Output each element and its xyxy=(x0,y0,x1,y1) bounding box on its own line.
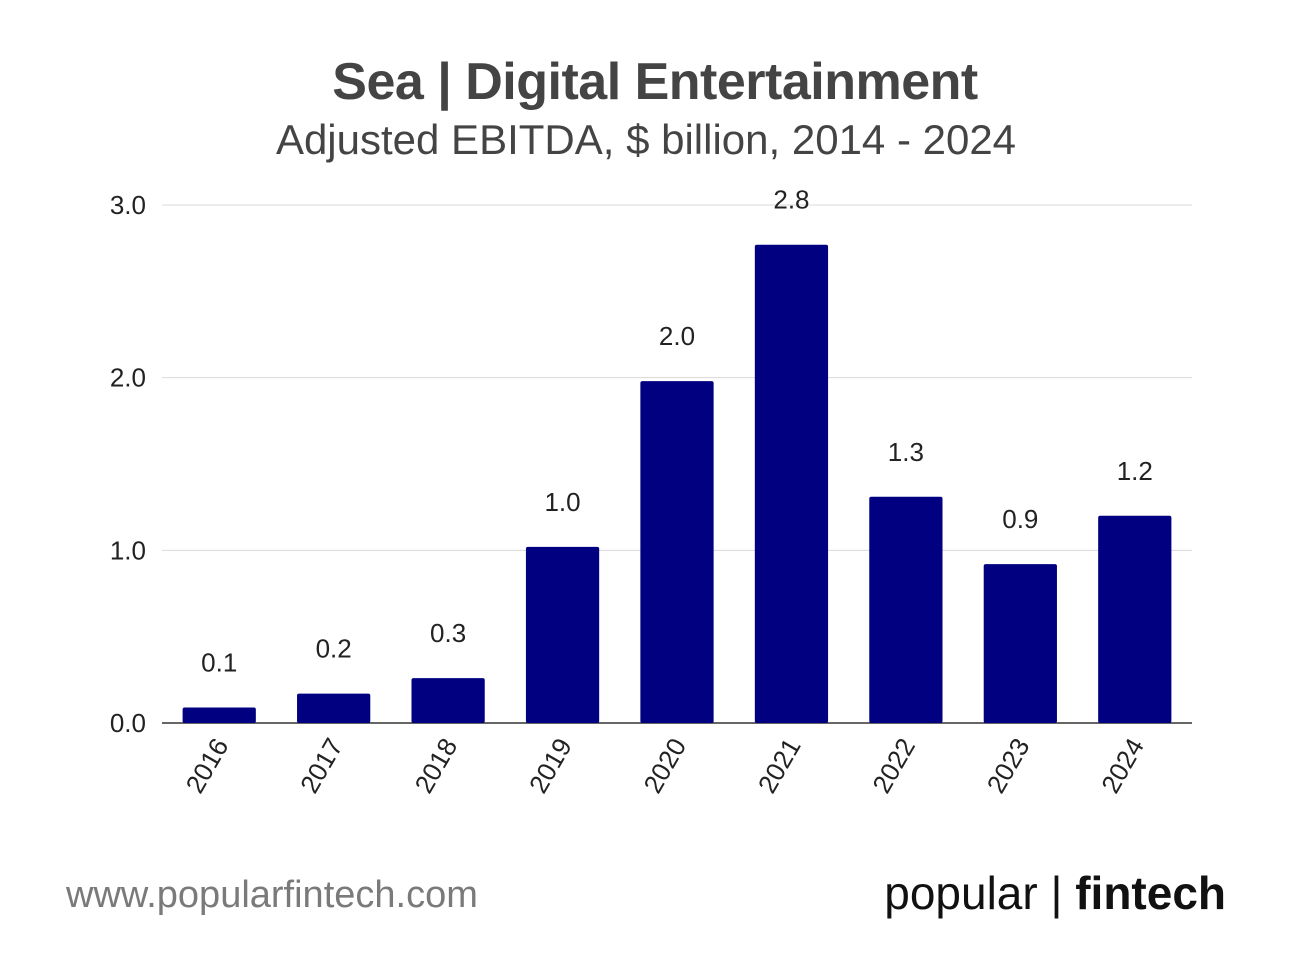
bar-2017 xyxy=(297,693,371,723)
bar-2021 xyxy=(754,244,829,724)
bar-2023 xyxy=(983,564,1057,723)
brand-right: fintech xyxy=(1075,867,1226,919)
data-label-2019: 1.0 xyxy=(544,487,580,517)
x-tick-label-2021: 2021 xyxy=(752,733,807,798)
data-label-2016: 0.1 xyxy=(201,647,237,677)
data-label-2021: 2.8 xyxy=(773,185,809,215)
bar-2016 xyxy=(182,707,256,723)
data-labels: 0.1 0.2 0.3 1.0 2.0 2.8 1.3 0.9 1.2 xyxy=(201,185,1153,678)
x-tick-label-2016: 2016 xyxy=(180,733,235,798)
data-label-2023: 0.9 xyxy=(1002,504,1038,534)
y-tick-label: 3.0 xyxy=(110,190,146,220)
x-tick-label-2017: 2017 xyxy=(294,733,349,798)
x-axis-ticks: 2016 2017 2018 2019 2020 2021 2022 2023 2024 xyxy=(180,733,1150,798)
brand-logo: popular | fintech xyxy=(884,866,1226,920)
y-axis-ticks: 0.0 1.0 2.0 3.0 xyxy=(110,190,146,738)
data-label-2018: 0.3 xyxy=(430,618,466,648)
bar-2018 xyxy=(411,678,485,723)
y-tick-label: 2.0 xyxy=(110,363,146,393)
bar-2019 xyxy=(525,546,600,723)
bar-2024 xyxy=(1098,515,1172,723)
bar-2022 xyxy=(869,496,943,723)
data-label-2022: 1.3 xyxy=(888,437,924,467)
y-tick-label: 0.0 xyxy=(110,708,146,738)
data-label-2020: 2.0 xyxy=(659,321,695,351)
footer-url: www.popularfintech.com xyxy=(66,874,478,916)
brand-left: popular | xyxy=(884,867,1076,919)
data-label-2017: 0.2 xyxy=(316,634,352,664)
x-tick-label-2018: 2018 xyxy=(408,733,463,798)
x-tick-label-2024: 2024 xyxy=(1095,733,1150,798)
bars xyxy=(182,244,1172,724)
x-tick-label-2022: 2022 xyxy=(866,733,921,798)
x-tick-label-2020: 2020 xyxy=(637,733,692,798)
y-tick-label: 1.0 xyxy=(110,535,146,565)
chart-title: Sea | Digital Entertainment xyxy=(332,53,978,111)
x-tick-label-2023: 2023 xyxy=(981,733,1036,798)
data-label-2024: 1.2 xyxy=(1117,456,1153,486)
bar-2020 xyxy=(640,381,714,723)
x-tick-label-2019: 2019 xyxy=(523,733,578,798)
chart-subtitle: Adjusted EBITDA, $ billion, 2014 - 2024 xyxy=(275,116,1017,163)
